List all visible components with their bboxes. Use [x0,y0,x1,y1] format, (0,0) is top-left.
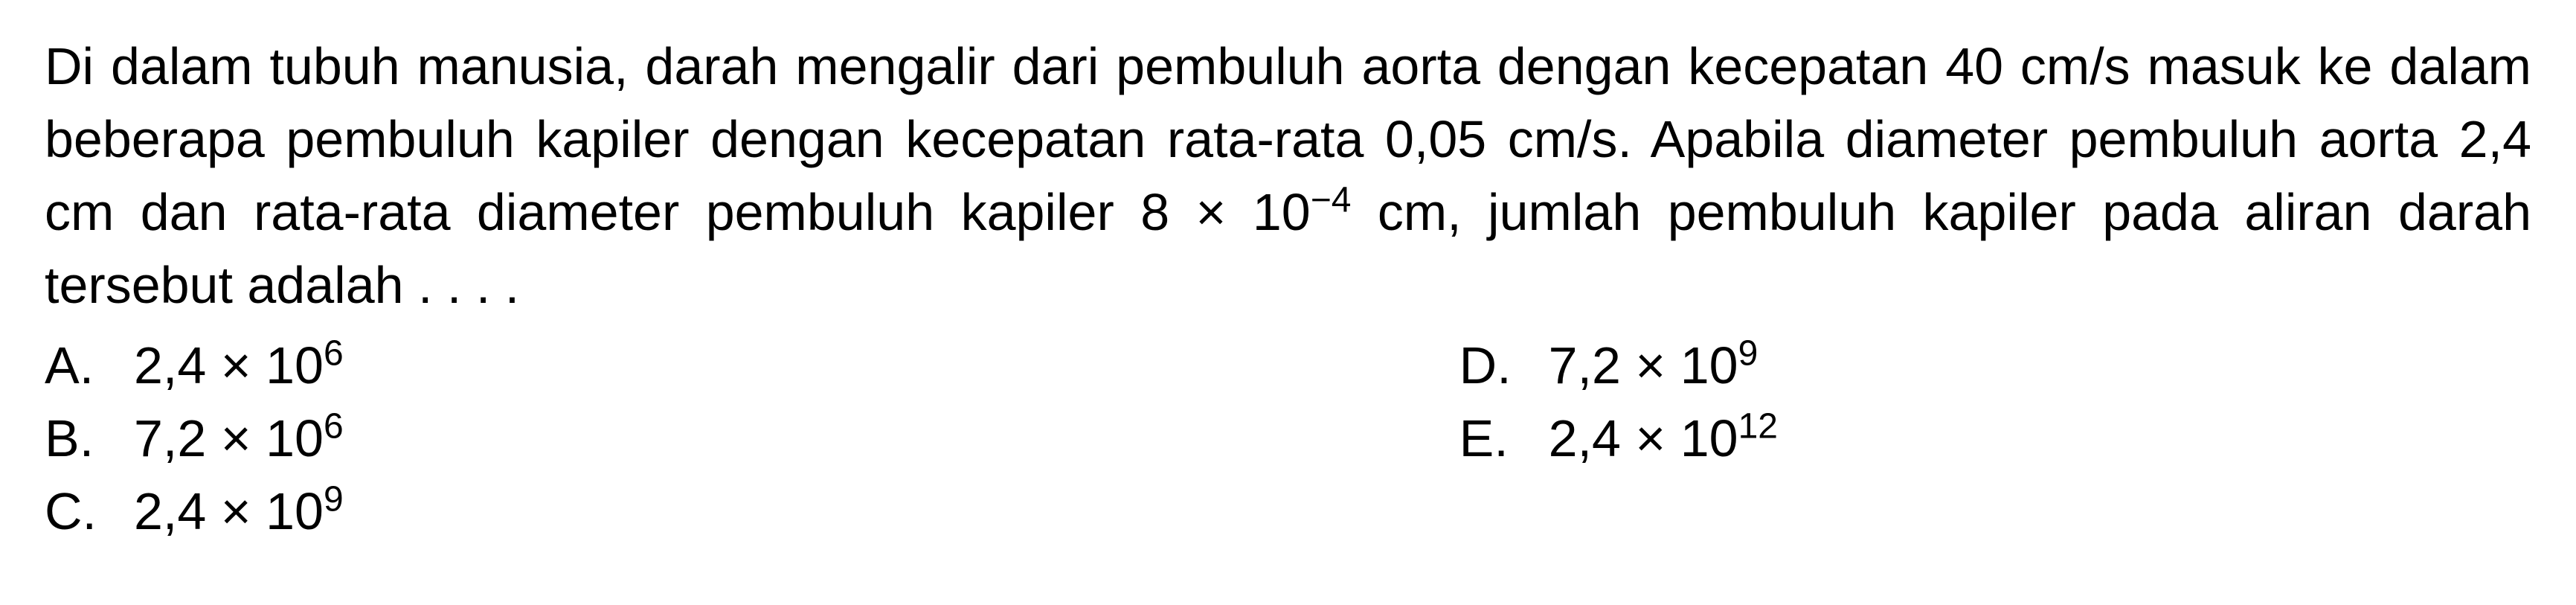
option-exp: 9 [324,480,344,519]
options-right-column: D. 7,2 × 109 E. 2,4 × 1012 [1459,329,1778,548]
option-exp: 6 [324,334,344,374]
option-letter: D. [1459,329,1549,402]
option-base: 7,2 × 10 [1549,336,1738,394]
option-base: 7,2 × 10 [134,409,324,467]
option-base: 2,4 × 10 [1549,409,1738,467]
question-text: Di dalam tubuh manusia, darah mengalir d… [45,30,2531,321]
option-exp: 12 [1738,407,1778,446]
option-base: 2,4 × 10 [134,482,324,540]
option-exp: 6 [324,407,344,446]
option-value: 2,4 × 1012 [1549,402,1778,475]
option-b: B. 7,2 × 106 [45,402,344,475]
option-exp: 9 [1738,334,1758,374]
option-e: E. 2,4 × 1012 [1459,402,1778,475]
options-container: A. 2,4 × 106 B. 7,2 × 106 C. 2,4 × 109 D… [45,329,2531,548]
question-exponent: −4 [1311,181,1352,220]
option-letter: A. [45,329,134,402]
option-letter: C. [45,475,134,548]
options-left-column: A. 2,4 × 106 B. 7,2 × 106 C. 2,4 × 109 [45,329,344,548]
option-letter: E. [1459,402,1549,475]
option-c: C. 2,4 × 109 [45,475,344,548]
option-value: 2,4 × 106 [134,329,344,402]
option-value: 2,4 × 109 [134,475,344,548]
option-value: 7,2 × 106 [134,402,344,475]
option-a: A. 2,4 × 106 [45,329,344,402]
option-value: 7,2 × 109 [1549,329,1758,402]
option-d: D. 7,2 × 109 [1459,329,1778,402]
option-base: 2,4 × 10 [134,336,324,394]
option-letter: B. [45,402,134,475]
